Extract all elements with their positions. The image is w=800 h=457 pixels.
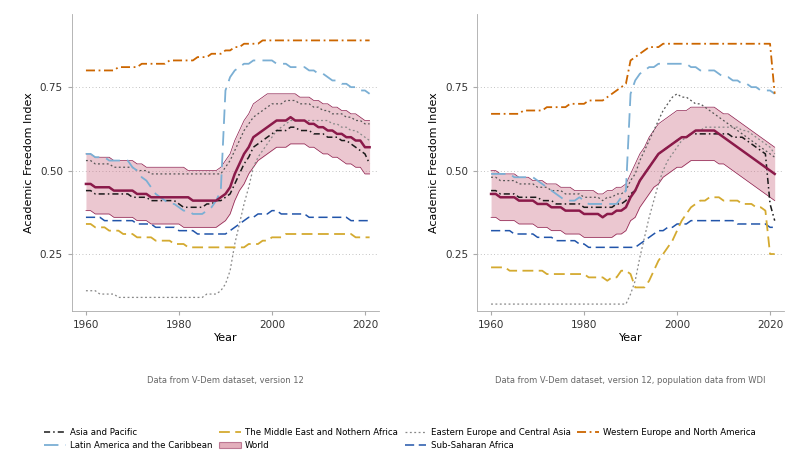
X-axis label: Year: Year — [618, 333, 642, 343]
Text: Data from V-Dem dataset, version 12: Data from V-Dem dataset, version 12 — [147, 376, 304, 385]
X-axis label: Year: Year — [214, 333, 238, 343]
Legend: Asia and Pacific, Latin America and the Caribbean, The Middle East and Nothern A: Asia and Pacific, Latin America and the … — [42, 425, 758, 453]
Y-axis label: Academic Freedom Index: Academic Freedom Index — [430, 92, 439, 233]
Text: Data from V-Dem dataset, version 12, population data from WDI: Data from V-Dem dataset, version 12, pop… — [495, 376, 766, 385]
Y-axis label: Academic Freedom Index: Academic Freedom Index — [24, 92, 34, 233]
